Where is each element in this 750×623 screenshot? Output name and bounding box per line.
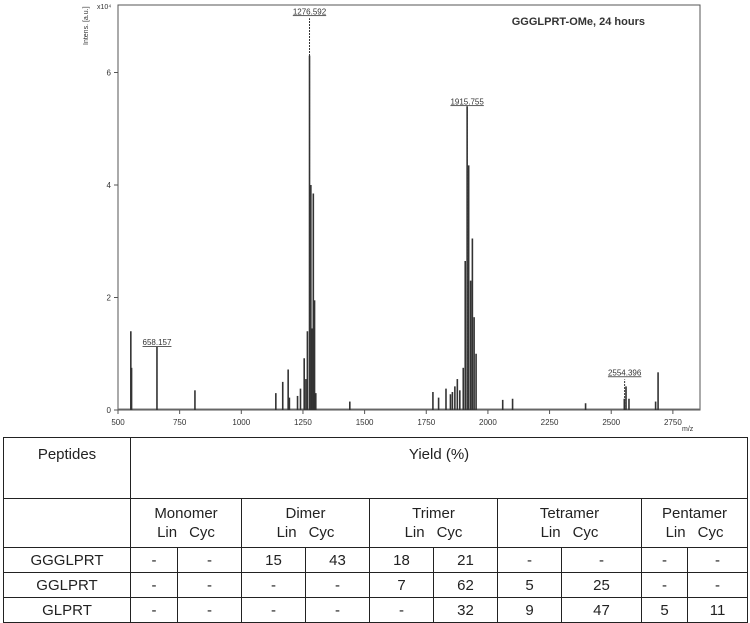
group-monomer: Monomer Lin Cyc [130, 498, 242, 548]
y-multiplier: x10⁴ [97, 4, 111, 11]
yield-cell: 47 [561, 597, 642, 623]
yield-table: Peptides Yield (%) Monomer Lin Cyc Dimer … [3, 437, 749, 623]
sample-label: GGGLPRT-OMe, 24 hours [512, 16, 645, 28]
axis-ticks: 500 750 1000 1250 1500 1750 2000 2250 2500 2750 0 2… [107, 69, 700, 427]
yield-cell: 21 [433, 547, 498, 573]
yield-cell: 25 [561, 572, 642, 598]
yield-cell: - [130, 572, 178, 598]
yield-cell: 43 [305, 547, 370, 573]
peak-label: 658.157 [143, 338, 172, 347]
peptides-header-blank [3, 498, 131, 548]
yield-cell: - [130, 547, 178, 573]
x-tick-label: 2250 [541, 418, 559, 427]
group-dimer: Dimer Lin Cyc [241, 498, 370, 548]
table-row: GLPRT - - - - - 32 9 47 5 11 [3, 597, 749, 623]
yield-cell: - [305, 597, 370, 623]
group-pentamer: Pentamer Lin Cyc [640, 498, 749, 548]
peak-label: 2554.396 [608, 368, 642, 377]
y-tick-label: 6 [107, 69, 112, 78]
peak-label: 1276.592 [293, 7, 327, 16]
y-tick-label: 4 [107, 181, 112, 190]
yield-cell: 15 [241, 547, 306, 573]
peptide-name: GGLPRT [3, 572, 131, 598]
peak-labels-layer: 658.157 1276.592 1915.755 2554.396 [143, 7, 642, 410]
x-tick-label: 2000 [479, 418, 497, 427]
yield-cell: - [177, 547, 242, 573]
yield-cell: 11 [686, 597, 749, 623]
yield-cell: - [641, 547, 688, 573]
yield-cell: 32 [433, 597, 498, 623]
yield-cell: 18 [369, 547, 434, 573]
x-tick-label: 2750 [664, 418, 682, 427]
peptide-name: GGGLPRT [3, 547, 131, 573]
table-row: GGLPRT - - - - 7 62 5 25 - - [3, 572, 749, 598]
peak-label: 1915.755 [450, 97, 484, 106]
x-tick-label: 500 [111, 418, 125, 427]
y-tick-label: 0 [107, 406, 112, 415]
yield-cell: - [369, 597, 434, 623]
yield-cell: - [686, 547, 749, 573]
x-tick-label: 2500 [602, 418, 620, 427]
yield-cell: - [177, 597, 242, 623]
yield-header: Yield (%) [129, 437, 749, 499]
yield-cell: - [241, 572, 306, 598]
yield-cell: - [561, 547, 642, 573]
group-tetramer: Tetramer Lin Cyc [497, 498, 642, 548]
plot-frame [117, 4, 701, 411]
yield-cell: - [641, 572, 688, 598]
group-trimer: Trimer Lin Cyc [369, 498, 498, 548]
x-tick-label: 750 [173, 418, 187, 427]
y-tick-label: 2 [107, 294, 112, 303]
yield-cell: 9 [497, 597, 562, 623]
table-row: GGGLPRT - - 15 43 18 21 - - - - [3, 547, 749, 573]
yield-cell: - [130, 597, 178, 623]
yield-cell: 62 [433, 572, 498, 598]
x-axis-unit: m/z [682, 426, 694, 433]
mass-spectrum-chart: 500 750 1000 1250 1500 1750 2000 2250 2500 2750 0 2… [83, 4, 701, 433]
yield-cell: 5 [641, 597, 688, 623]
peaks-layer [130, 55, 659, 410]
x-tick-label: 1750 [417, 418, 435, 427]
yield-cell: 7 [369, 572, 434, 598]
y-axis-label: Intens. [a.u.] [83, 6, 90, 45]
peptides-header: Peptides [3, 437, 131, 499]
yield-cell: - [241, 597, 306, 623]
x-tick-label: 1250 [294, 418, 312, 427]
yield-cell: - [497, 547, 562, 573]
peptide-name: GLPRT [3, 597, 131, 623]
yield-cell: - [177, 572, 242, 598]
yield-cell: - [686, 572, 749, 598]
yield-cell: - [305, 572, 370, 598]
yield-cell: 5 [497, 572, 562, 598]
x-tick-label: 1000 [232, 418, 250, 427]
x-tick-label: 1500 [356, 418, 374, 427]
